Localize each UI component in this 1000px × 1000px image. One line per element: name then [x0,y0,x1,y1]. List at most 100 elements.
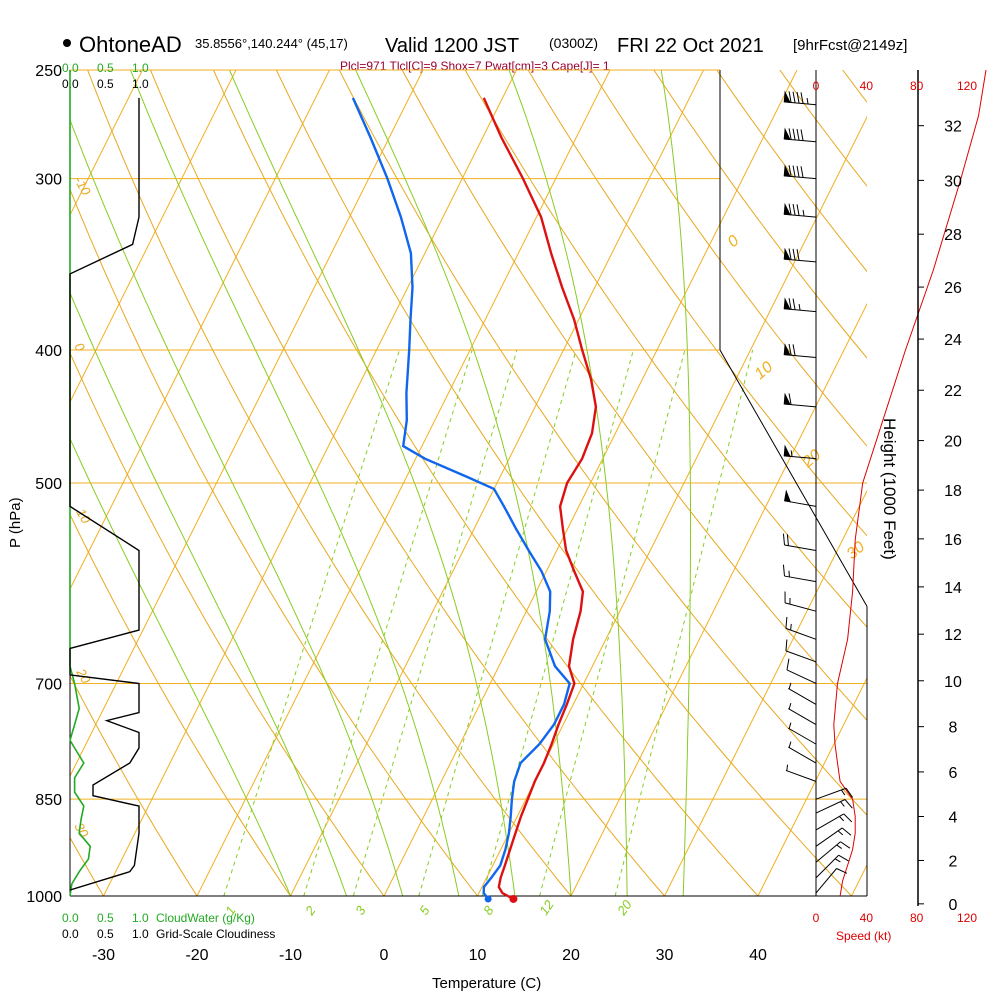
temperature-tick-label: 0 [380,947,389,964]
height-tick-label: 16 [944,532,962,549]
barb-pennant [783,127,791,140]
barb-feather [843,813,853,823]
wind-barb [788,703,817,726]
speed-tick-label-bottom: 40 [860,911,874,925]
mixing-ratio-label: 2 [302,903,319,919]
mixing-ratio-lines [223,349,754,896]
barb-pennant [783,164,791,177]
wind-barb [785,764,817,782]
barb-feather [792,344,796,356]
barb-feather [792,203,796,216]
wind-barb [782,533,817,552]
barb-pennant [783,444,791,457]
dry-adiabat-line [70,836,105,896]
barb-half-feather [790,623,792,631]
wind-barb [788,722,817,745]
dry-adiabat-line [70,674,198,896]
valid-date: FRI 22 Oct 2021 [617,35,764,57]
isotherm-label: 10 [752,359,777,384]
station-coords: 35.8556°,140.244° (45,17) [195,36,348,51]
barb-feather [796,249,800,261]
wind-barb [815,799,853,814]
barb-half-feather [788,703,792,710]
wind-barb [784,591,817,612]
wind-barb [815,841,851,863]
barb-staff [786,669,817,684]
isotherm-line [757,676,867,896]
wind-barb [815,854,849,879]
surface-dewpoint-marker [484,895,492,903]
speed-tick-label-bottom: 120 [957,911,977,925]
x-axis-title: Temperature (C) [432,975,541,992]
barb-staff [784,602,817,612]
barb-half-feather [802,209,805,217]
mixing-ratio-label: 5 [416,903,433,918]
dry-adiabat-label: 0 [71,340,88,354]
dry-adiabat-line [275,70,853,896]
dewpoint-line [351,97,572,900]
cloud-panel: 0.0 0.5 1.00.0 0.5 1.00.0 0.5 1.00.0 0.5 1.0 [62,61,149,941]
forecast-label: [9hrFcst@2149z] [793,37,907,54]
axes: Temperature (C) P (hPa) Height (1000 Fee… [7,70,977,992]
barb-feather [782,533,785,546]
temperature-tick-label: 40 [749,947,767,964]
wind-barb [783,297,817,313]
cloudiness-label: Grid-Scale Cloudiness [156,927,275,941]
barb-staff [788,687,817,705]
wind-barbs [782,90,854,894]
barb-feather [841,827,852,836]
height-tick-label: 28 [944,227,962,244]
barb-feather [845,787,854,798]
barb-half-feather [790,450,793,457]
pressure-tick-label: 700 [35,676,62,693]
mixing-ratio-label: 3 [352,903,369,918]
dry-adiabat-line [149,70,666,896]
wind-barb [783,90,817,106]
temperature-tick-label: -30 [92,947,115,964]
barb-feather [788,298,792,310]
barb-staff [785,627,817,640]
cloud-scale-label-bottom: 0.5 [97,911,114,925]
barb-half-feather [788,741,792,748]
speed-tick-label-top: 80 [910,79,924,93]
wind-barb [788,741,817,764]
cloud-scale-label-top: 0.5 [97,77,114,91]
isotherm-line [70,70,237,404]
barb-feather [788,343,792,356]
mixing-ratio-label: 20 [614,897,636,919]
height-tick-label: 22 [944,383,962,400]
mixing-ratio-line [303,349,473,896]
barb-pennant [783,90,791,103]
station-name: OhtoneAD [79,32,182,57]
temperature-tick-label: -20 [185,947,208,964]
barb-staff [784,575,817,583]
barb-feather [788,393,792,405]
height-tick-label: 24 [944,332,962,349]
speed-tick-label-bottom: 0 [813,911,820,925]
valid-utc: (0300Z) [549,35,598,51]
cloud-scale-label-top: 1.0 [132,77,149,91]
isotherm-label: 0 [725,232,743,251]
moist-adiabat-line [229,70,516,896]
barb-staff [784,544,817,552]
barb-feather [796,128,800,141]
barb-staff [815,799,846,814]
dry-adiabat-label: -10 [71,174,94,198]
wind-barb [783,127,817,143]
mixing-ratio-line [223,349,400,896]
height-tick-label: 26 [944,280,962,297]
dry-adiabat-line [87,70,572,896]
height-tick-label: 8 [949,720,958,737]
barb-feather [792,165,796,177]
cloud-water-line [69,70,92,897]
barb-feather [782,564,785,577]
barb-feather [788,91,792,103]
isotherm-label: 30 [844,539,869,564]
wind-barb [783,202,817,218]
barb-feather [796,91,800,104]
height-tick-label: 30 [944,173,962,190]
isotherm-line [70,70,143,217]
pressure-tick-label: 1000 [26,889,62,906]
barb-feather [788,248,792,260]
